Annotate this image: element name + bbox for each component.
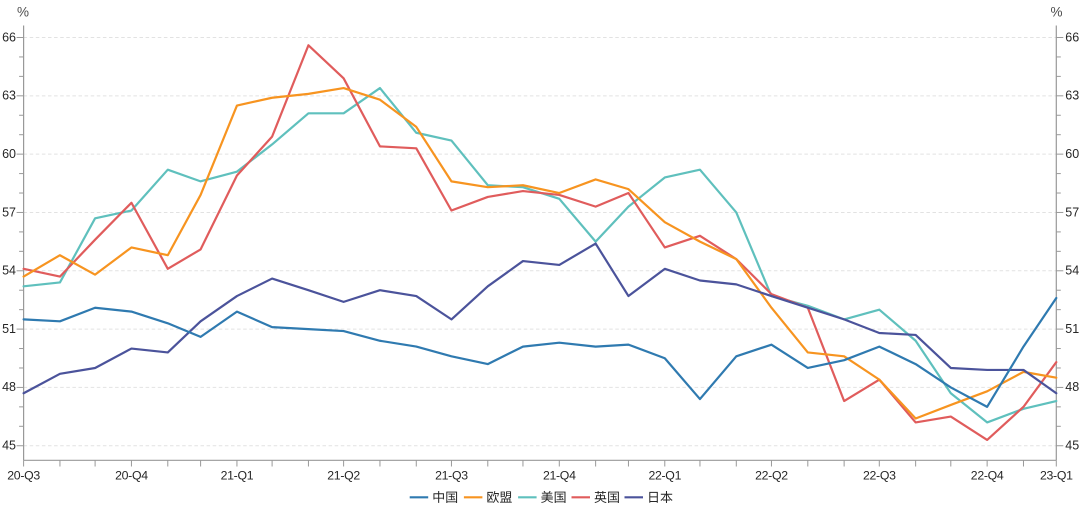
svg-text:63: 63 bbox=[2, 89, 16, 103]
svg-text:22-Q2: 22-Q2 bbox=[755, 469, 788, 483]
svg-text:63: 63 bbox=[1065, 89, 1079, 103]
svg-text:54: 54 bbox=[2, 264, 16, 278]
svg-text:22-Q1: 22-Q1 bbox=[648, 469, 681, 483]
svg-text:66: 66 bbox=[1065, 30, 1079, 44]
svg-text:21-Q4: 21-Q4 bbox=[543, 469, 576, 483]
svg-text:%: % bbox=[1050, 4, 1062, 19]
svg-text:51: 51 bbox=[2, 322, 16, 336]
svg-text:48: 48 bbox=[1065, 380, 1079, 394]
svg-text:60: 60 bbox=[2, 147, 16, 161]
svg-text:21-Q2: 21-Q2 bbox=[327, 469, 360, 483]
svg-text:60: 60 bbox=[1065, 147, 1079, 161]
svg-text:51: 51 bbox=[1065, 322, 1079, 336]
svg-text:66: 66 bbox=[2, 30, 16, 44]
svg-text:48: 48 bbox=[2, 380, 16, 394]
svg-text:21-Q3: 21-Q3 bbox=[435, 469, 468, 483]
svg-text:20-Q3: 20-Q3 bbox=[7, 469, 40, 483]
svg-text:57: 57 bbox=[1065, 205, 1079, 219]
svg-text:22-Q3: 22-Q3 bbox=[863, 469, 896, 483]
svg-text:20-Q4: 20-Q4 bbox=[115, 469, 148, 483]
svg-text:%: % bbox=[17, 4, 29, 19]
svg-text:21-Q1: 21-Q1 bbox=[221, 469, 254, 483]
svg-text:45: 45 bbox=[1065, 439, 1079, 453]
svg-text:54: 54 bbox=[1065, 264, 1079, 278]
svg-text:23-Q1: 23-Q1 bbox=[1040, 469, 1073, 483]
svg-text:57: 57 bbox=[2, 205, 16, 219]
svg-text:45: 45 bbox=[2, 439, 16, 453]
svg-text:22-Q4: 22-Q4 bbox=[971, 469, 1004, 483]
